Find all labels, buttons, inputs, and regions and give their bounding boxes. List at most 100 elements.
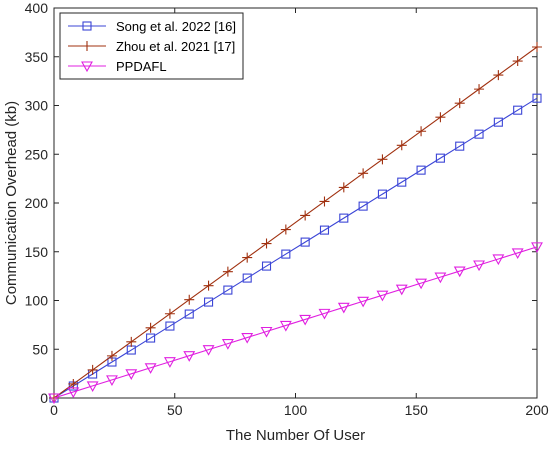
square-marker — [416, 165, 426, 175]
square-marker — [397, 177, 407, 187]
plus-marker — [300, 210, 311, 221]
x-axis-title: The Number Of User — [226, 427, 365, 444]
triangle-down-marker — [337, 302, 350, 314]
triangle-down-marker — [492, 254, 505, 266]
y-tick-label: 100 — [25, 293, 49, 309]
triangle-down-marker — [395, 284, 408, 296]
square-marker — [358, 201, 368, 211]
y-tick-label: 0 — [40, 390, 48, 406]
plus-marker — [474, 84, 485, 95]
plus-marker — [164, 308, 175, 319]
triangle-down-marker — [144, 363, 157, 374]
triangle-down-marker — [48, 393, 60, 405]
triangle-down-marker — [299, 314, 312, 326]
square-marker — [319, 225, 330, 235]
series-line — [53, 46, 538, 399]
square-marker — [455, 141, 465, 151]
y-tick-label: 400 — [25, 0, 49, 16]
y-tick-label: 150 — [25, 244, 49, 260]
y-axis-ticks: 0 50 100 150 200 250 300 350 400 — [25, 0, 537, 406]
x-tick-label: 200 — [525, 402, 549, 418]
legend: Song et al. 2022 [16] Zhou et al. 2021 [1… — [59, 12, 244, 80]
plus-marker — [126, 336, 137, 347]
triangle-down-marker — [376, 290, 389, 302]
series-3 — [48, 242, 543, 405]
legend-label: PPDAFL — [116, 59, 167, 74]
triangle-down-marker — [453, 266, 466, 278]
x-tick-label: 0 — [50, 402, 58, 418]
square-marker — [377, 189, 387, 199]
legend-label: Zhou et al. 2021 [17] — [116, 39, 235, 54]
triangle-down-marker — [221, 339, 234, 350]
triangle-down-marker — [531, 242, 543, 254]
y-tick-label: 250 — [25, 146, 49, 162]
plus-marker — [106, 350, 117, 361]
y-tick-label: 350 — [25, 49, 49, 65]
plus-marker — [280, 224, 291, 235]
x-tick-label: 50 — [167, 402, 183, 418]
square-marker — [281, 249, 291, 259]
triangle-down-marker — [241, 333, 254, 344]
y-tick-label: 300 — [25, 98, 49, 114]
plus-marker — [68, 378, 79, 389]
square-marker — [82, 21, 92, 31]
square-marker — [474, 129, 484, 139]
plus-marker — [82, 41, 92, 51]
triangle-down-marker — [279, 320, 292, 332]
y-tick-label: 200 — [25, 195, 49, 211]
square-marker — [261, 261, 272, 271]
x-tick-label: 150 — [405, 402, 429, 418]
square-marker — [165, 321, 175, 331]
y-axis-title: Communication Overhead (kb) — [3, 101, 20, 305]
square-marker — [435, 153, 445, 163]
plus-marker — [184, 294, 195, 305]
legend-item: PPDAFL — [68, 59, 167, 74]
y-tick-label: 50 — [32, 341, 48, 357]
triangle-down-marker — [511, 248, 524, 260]
triangle-down-marker — [67, 387, 80, 399]
x-tick-label: 100 — [284, 402, 308, 418]
triangle-down-marker — [106, 375, 118, 386]
square-marker — [184, 309, 194, 319]
plus-marker — [512, 56, 523, 67]
legend-item: Song et al. 2022 [16] — [68, 19, 236, 34]
plus-marker — [493, 70, 504, 81]
square-marker — [513, 105, 523, 115]
plus-marker — [435, 112, 446, 123]
square-marker — [493, 117, 503, 127]
square-marker — [146, 333, 156, 343]
plus-marker — [261, 238, 272, 249]
triangle-down-marker — [202, 345, 215, 356]
triangle-down-marker — [81, 61, 93, 73]
plus-marker — [145, 322, 156, 333]
plus-marker — [377, 154, 388, 165]
triangle-down-marker — [318, 308, 331, 320]
x-axis-ticks: 0 50 100 150 200 — [50, 8, 549, 418]
legend-label: Song et al. 2022 [16] — [116, 19, 236, 34]
triangle-down-marker — [434, 272, 447, 284]
square-marker — [242, 273, 252, 283]
series-layer — [48, 42, 543, 405]
triangle-down-marker — [357, 296, 370, 308]
square-marker — [532, 93, 542, 103]
plus-marker — [319, 196, 330, 207]
triangle-down-marker — [163, 357, 176, 368]
triangle-down-marker — [183, 351, 196, 362]
triangle-down-marker — [86, 381, 99, 393]
series-2 — [49, 42, 542, 403]
legend-item: Zhou et al. 2021 [17] — [68, 39, 235, 54]
plus-marker — [416, 126, 427, 137]
triangle-down-marker — [260, 326, 273, 338]
plus-marker — [532, 42, 542, 52]
plus-marker — [454, 98, 465, 109]
square-marker — [223, 285, 233, 295]
series-1 — [49, 93, 542, 403]
plus-marker — [338, 182, 349, 193]
square-marker — [204, 297, 214, 307]
plus-marker — [222, 266, 233, 277]
plus-marker — [87, 364, 98, 375]
square-marker — [300, 237, 310, 247]
plus-marker — [358, 168, 369, 179]
